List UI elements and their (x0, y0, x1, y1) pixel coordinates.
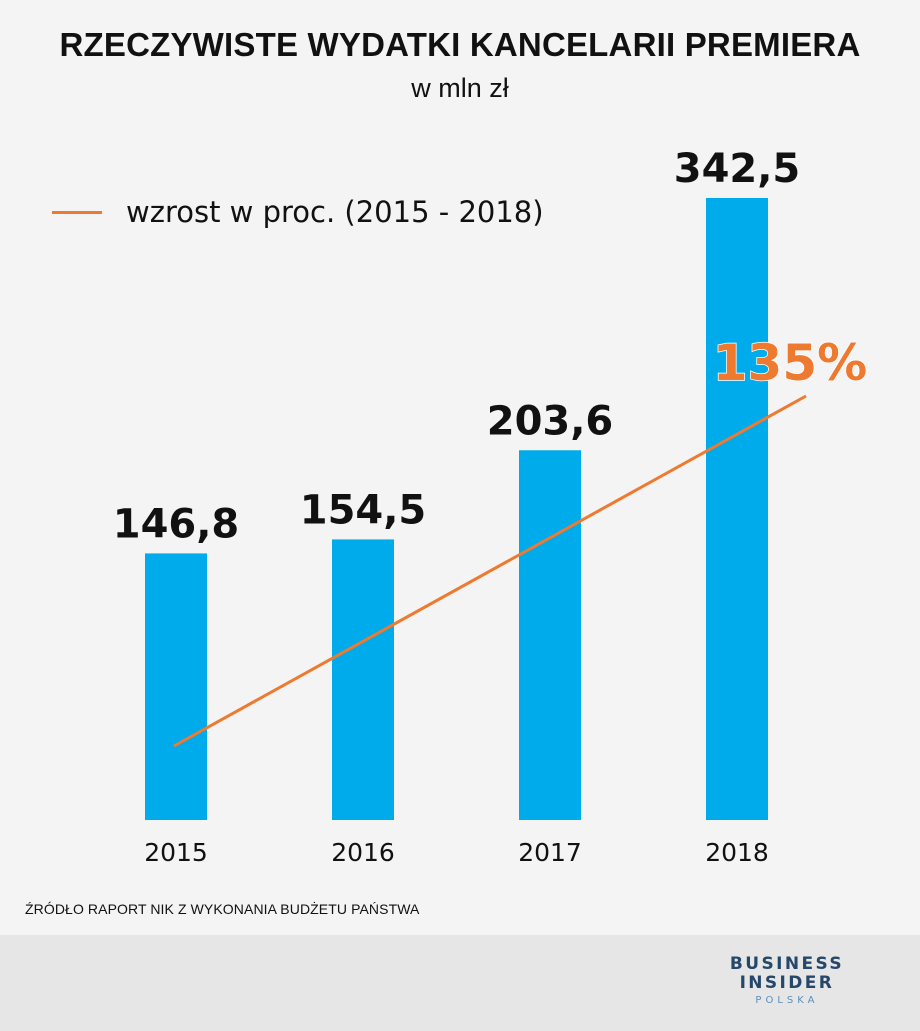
x-tick-label-2015: 2015 (144, 838, 208, 867)
legend: wzrost w proc. (2015 - 2018) (52, 192, 544, 232)
brand-logo: BUSINESS INSIDER POLSKA (730, 956, 844, 1006)
bar-2017 (519, 450, 581, 820)
x-tick-label-2018: 2018 (705, 838, 769, 867)
trend-annotation: 135% (713, 334, 867, 392)
legend-label: wzrost w proc. (2015 - 2018) (126, 195, 544, 229)
brand-line-2: INSIDER (739, 973, 835, 993)
value-label-2018: 342,5 (674, 146, 801, 192)
value-label-2016: 154,5 (300, 487, 427, 533)
value-labels-group: 146,8 154,5 203,6 342,5 (113, 146, 801, 547)
trend-line (173, 394, 807, 748)
brand-line-1: BUSINESS (729, 954, 844, 974)
chart-title: RZECZYWISTE WYDATKI KANCELARII PREMIERA (59, 26, 861, 63)
legend-line-swatch (52, 210, 102, 214)
footer: BUSINESS INSIDER POLSKA (0, 935, 920, 1031)
brand-line-3: POLSKA (755, 995, 819, 1006)
bar-2015 (145, 553, 207, 820)
x-tick-label-2016: 2016 (331, 838, 395, 867)
bars-group (145, 198, 768, 820)
chart-subtitle: w mln zł (411, 73, 509, 103)
value-label-2017: 203,6 (487, 398, 614, 444)
source-note: ŹRÓDŁO RAPORT NIK Z WYKONANIA BUDŻETU PA… (25, 901, 420, 917)
bar-2018 (706, 198, 768, 820)
x-tick-label-2017: 2017 (518, 838, 582, 867)
bar-2016 (332, 539, 394, 820)
trend-group: 135% (173, 333, 868, 748)
x-tick-labels-group: 2015 2016 2017 2018 (144, 838, 769, 867)
value-label-2015: 146,8 (113, 501, 240, 547)
